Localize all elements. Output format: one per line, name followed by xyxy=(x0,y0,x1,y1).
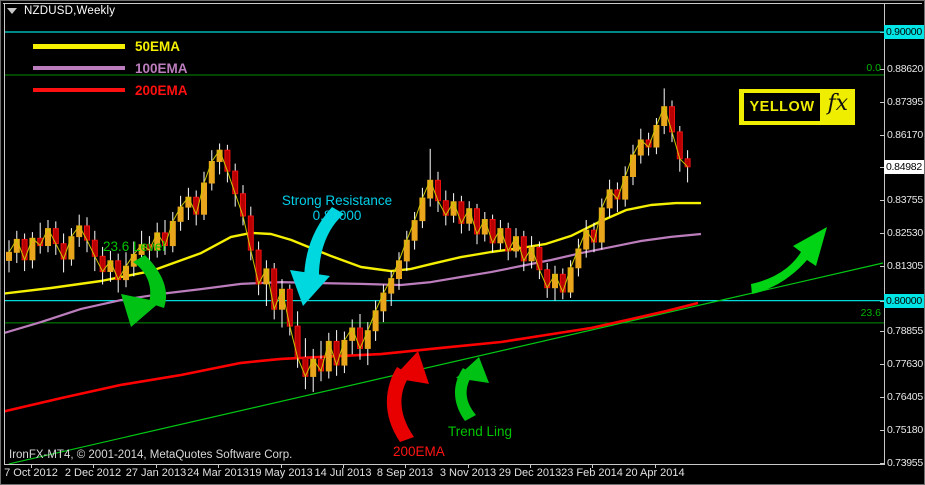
time-axis-label: 29 Dec 2013 xyxy=(498,467,562,479)
price-axis-tick xyxy=(880,364,884,365)
time-axis-tick xyxy=(281,464,282,468)
yellowfx-brand-text: YELLOW xyxy=(749,99,815,115)
price-axis-tick xyxy=(880,69,884,70)
price-axis-tick xyxy=(880,301,884,302)
legend-label-200ema: 200EMA xyxy=(135,82,188,98)
ema-legend: 50EMA 100EMA 200EMA xyxy=(33,35,188,101)
time-axis-tick xyxy=(592,464,593,468)
plot-frame-top xyxy=(3,3,922,4)
resistance-annotation-line2: 0.80000 xyxy=(312,208,362,223)
legend-item-50ema: 50EMA xyxy=(33,35,188,57)
price-axis-label-0.75180: 0.75180 xyxy=(887,424,923,436)
time-axis-tick xyxy=(343,464,344,468)
price-axis-tick xyxy=(880,167,884,168)
legend-item-200ema: 200EMA xyxy=(33,79,188,101)
time-axis-label: 14 Jul 2013 xyxy=(314,467,372,479)
price-axis-label-0.90000: 0.90000 xyxy=(884,25,924,39)
ema200-line xyxy=(5,301,699,413)
price-axis-line xyxy=(884,3,885,464)
time-axis-label: 20 Apr 2014 xyxy=(625,467,685,479)
price-axis-label-0.77630: 0.77630 xyxy=(887,358,923,370)
time-axis-tick xyxy=(93,464,94,468)
time-axis-line xyxy=(4,464,885,465)
time-axis-label: 27 Jan 2013 xyxy=(125,467,187,479)
yellowfx-logo-brand-box: YELLOW xyxy=(744,93,820,121)
chevron-down-icon[interactable] xyxy=(7,8,17,14)
price-axis-tick xyxy=(880,102,884,103)
time-axis-tick xyxy=(31,464,32,468)
time-axis-tick xyxy=(405,464,406,468)
chart-title-bar[interactable]: NZDUSD,Weekly xyxy=(7,5,115,17)
price-axis-label-0.86170: 0.86170 xyxy=(887,129,923,141)
trend-line[interactable] xyxy=(8,262,884,464)
legend-item-100ema: 100EMA xyxy=(33,57,188,79)
resistance-annotation-line1: Strong Resistance xyxy=(281,193,393,208)
time-axis-label: 7 Oct 2012 xyxy=(4,467,58,479)
time-axis-label: 19 May 2013 xyxy=(249,467,313,479)
fib-236-axis-label: 23.6 xyxy=(860,307,881,319)
price-axis-tick xyxy=(880,463,884,464)
red-ema200-arrow[interactable] xyxy=(386,351,429,442)
time-axis-tick xyxy=(468,464,469,468)
price-axis-label-0.83755: 0.83755 xyxy=(887,194,923,206)
trendline-annotation[interactable]: Trend Ling xyxy=(448,424,513,439)
price-axis-tick xyxy=(880,430,884,431)
time-axis-label: 23 Feb 2014 xyxy=(561,467,623,479)
resistance-annotation[interactable]: Strong Resistance 0.80000 xyxy=(271,193,403,223)
green-fib-arrow[interactable] xyxy=(121,255,167,327)
price-axis-label-0.78855: 0.78855 xyxy=(887,325,923,337)
legend-swatch-100ema xyxy=(33,66,125,70)
price-axis-label-0.73955: 0.73955 xyxy=(887,457,923,469)
price-axis-label-0.80000: 0.80000 xyxy=(884,294,924,308)
price-axis-label-0.88620: 0.88620 xyxy=(887,63,923,75)
time-axis-label: 8 Sep 2013 xyxy=(376,467,434,479)
fib-level-annotation[interactable]: 23.6 Level xyxy=(103,239,166,254)
time-axis-tick xyxy=(218,464,219,468)
price-axis-tick xyxy=(880,135,884,136)
price-axis-tick xyxy=(880,331,884,332)
plot-frame-left xyxy=(4,3,5,464)
time-axis-tick xyxy=(156,464,157,468)
time-axis-label: 24 Mar 2013 xyxy=(187,467,249,479)
price-axis-label-0.82530: 0.82530 xyxy=(887,227,923,239)
time-axis-tick xyxy=(530,464,531,468)
time-axis-label: 2 Dec 2012 xyxy=(64,467,122,479)
fast-price-line xyxy=(8,105,688,378)
cyan-resistance-arrow[interactable] xyxy=(290,207,344,306)
legend-label-50ema: 50EMA xyxy=(135,38,181,54)
price-axis-label-0.87395: 0.87395 xyxy=(887,96,923,108)
time-axis-tick xyxy=(655,464,656,468)
yellowfx-fx-text: fx xyxy=(827,91,848,116)
legend-swatch-200ema xyxy=(33,88,125,92)
symbol-title: NZDUSD,Weekly xyxy=(24,5,116,17)
legend-label-100ema: 100EMA xyxy=(135,60,188,76)
green-breakout-arrow[interactable] xyxy=(751,227,827,294)
price-axis-tick xyxy=(880,266,884,267)
yellowfx-logo: YELLOW fx xyxy=(739,89,855,125)
price-axis-tick xyxy=(880,200,884,201)
price-axis-label-0.76405: 0.76405 xyxy=(887,391,923,403)
ema200-annotation[interactable]: 200EMA xyxy=(393,444,445,459)
price-axis-label-0.81305: 0.81305 xyxy=(887,260,923,272)
price-axis-label-0.84982: 0.84982 xyxy=(884,160,924,174)
price-axis-tick xyxy=(880,397,884,398)
fib-0-axis-label: 0.0 xyxy=(866,62,881,74)
price-axis-tick xyxy=(880,233,884,234)
legend-swatch-50ema xyxy=(33,43,125,49)
green-trendline-arrow[interactable] xyxy=(454,357,489,421)
copyright-text: IronFX-MT4, © 2001-2014, MetaQuotes Soft… xyxy=(9,449,293,461)
time-axis-label: 3 Nov 2013 xyxy=(439,467,497,479)
